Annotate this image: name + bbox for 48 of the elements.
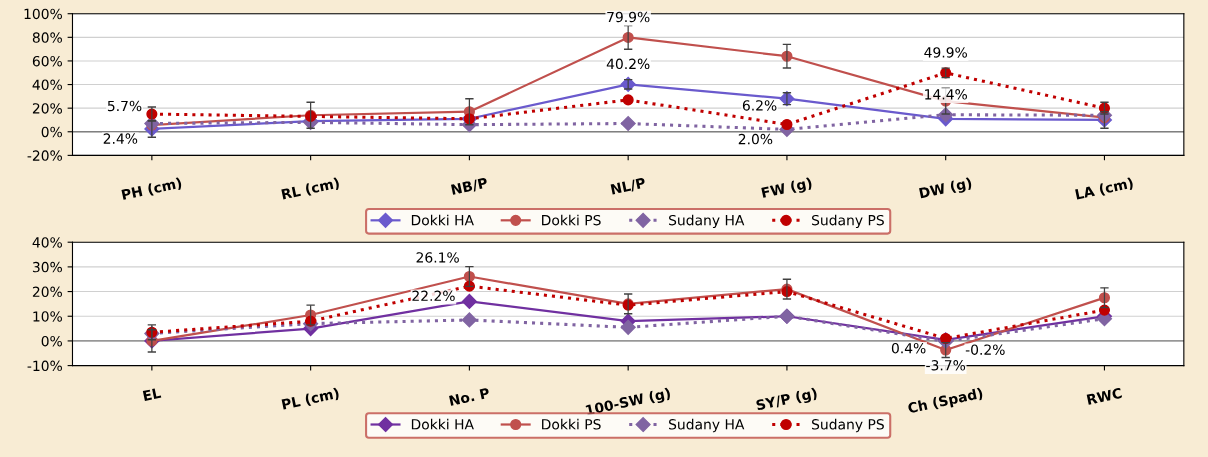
data-label: 6.2% xyxy=(742,100,777,111)
legend-label: Dokki HA xyxy=(411,214,474,226)
x-tick-label: NL/P xyxy=(610,177,647,196)
data-label: 5.7% xyxy=(107,100,142,112)
legend-label: Sudany PS xyxy=(812,418,884,433)
y-tick-label: 80% xyxy=(32,32,62,43)
data-label: 2.0% xyxy=(738,133,773,145)
x-tick-label: No. P xyxy=(449,387,490,406)
data-label: 40.2% xyxy=(606,58,650,70)
y-tick-label: 20% xyxy=(32,103,62,114)
x-tick-label: NB/P xyxy=(451,177,489,197)
y-tick-label: 10% xyxy=(33,311,62,322)
data-label: 22.2% xyxy=(412,290,455,302)
data-label: 2.4% xyxy=(103,133,138,144)
x-tick-label: Ch (Spad) xyxy=(907,387,984,417)
legend-label: Sudany HA xyxy=(669,214,745,229)
y-tick-label: 40% xyxy=(32,237,62,248)
data-label: -3.7% xyxy=(926,360,966,371)
data-label: 79.9% xyxy=(607,11,650,23)
y-tick-label: 0% xyxy=(41,126,62,138)
x-tick-label: FW (g) xyxy=(761,177,813,201)
x-tick-label: 100-SW (g) xyxy=(585,387,672,419)
data-label: 0.4% xyxy=(891,342,926,354)
y-tick-label: 30% xyxy=(32,261,62,273)
x-tick-label: DW (g) xyxy=(918,177,973,202)
legend-label: Dokki HA xyxy=(411,418,474,430)
legend-label: Sudany HA xyxy=(669,418,745,433)
x-tick-label: RWC xyxy=(1086,387,1123,405)
legend-label: Dokki PS xyxy=(542,214,601,226)
x-tick-label: EL xyxy=(142,387,162,401)
y-tick-label: 20% xyxy=(32,286,62,298)
x-tick-label: RL (cm) xyxy=(281,177,340,202)
x-tick-label: PH (cm) xyxy=(121,177,183,202)
y-tick-label: -10% xyxy=(27,360,62,372)
data-label: 26.1% xyxy=(416,252,459,263)
x-tick-label: PL (cm) xyxy=(281,387,340,412)
x-tick-label: LA (cm) xyxy=(1075,177,1134,202)
data-label: 49.9% xyxy=(924,47,967,58)
y-tick-label: 60% xyxy=(32,55,62,67)
legend-label: Sudany PS xyxy=(812,214,884,229)
y-tick-label: 0% xyxy=(41,335,62,347)
y-tick-label: -20% xyxy=(27,150,62,161)
legend-label: Dokki PS xyxy=(542,418,601,430)
data-label: -0.2% xyxy=(965,344,1005,355)
x-tick-label: SY/P (g) xyxy=(755,387,818,414)
data-label: 14.4% xyxy=(925,89,967,100)
y-tick-label: 100% xyxy=(24,8,62,20)
y-tick-label: 40% xyxy=(32,79,62,91)
